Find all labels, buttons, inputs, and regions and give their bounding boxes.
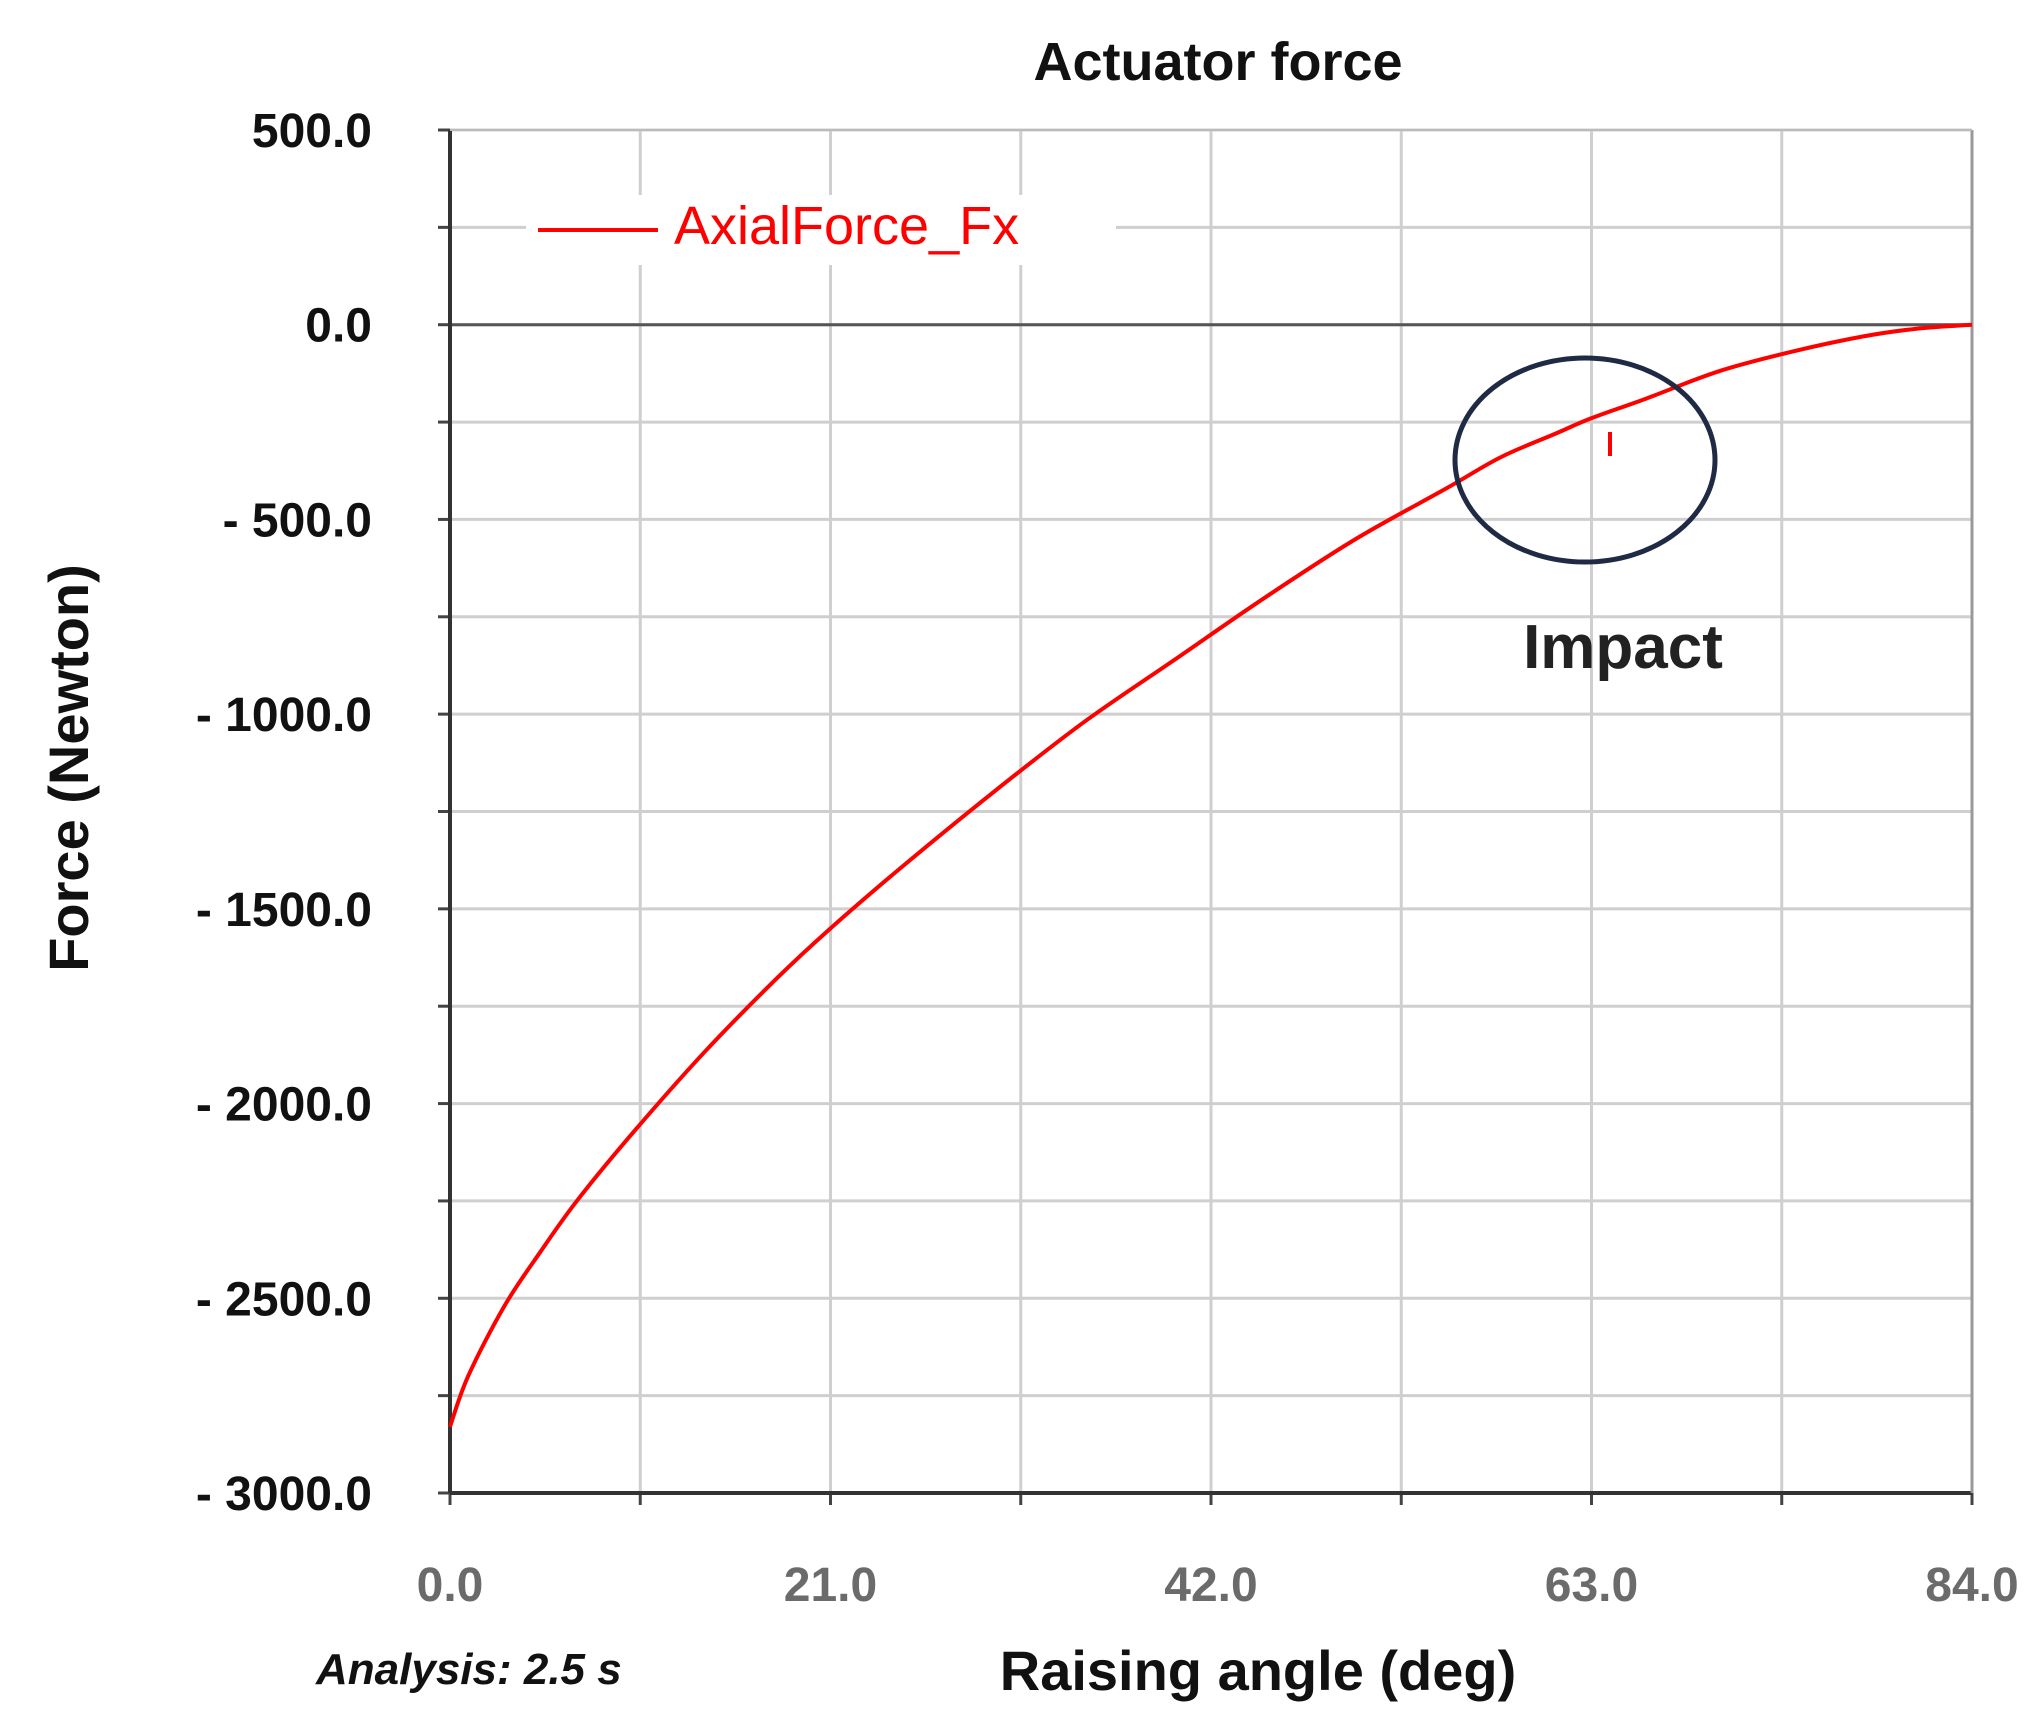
series-line-axialforce-fx bbox=[448, 322, 1973, 1428]
x-tick-label: 0.0 bbox=[417, 1559, 484, 1612]
y-tick-label: 500.0 bbox=[252, 105, 372, 158]
x-tick-label: 21.0 bbox=[784, 1559, 877, 1612]
y-tick-label: 0.0 bbox=[305, 300, 372, 353]
analysis-note: Analysis: 2.5 s bbox=[315, 1645, 622, 1694]
impact-label: Impact bbox=[1523, 613, 1723, 682]
y-tick-label: - 1500.0 bbox=[196, 884, 372, 937]
grid-lines bbox=[448, 128, 1974, 1495]
series-group bbox=[448, 322, 1973, 1428]
legend-label-axialforce: AxialForce_Fx bbox=[674, 196, 1019, 256]
impact-annotation: Impact bbox=[1452, 355, 1723, 682]
y-tick-label: - 2500.0 bbox=[196, 1273, 372, 1326]
x-tick-label: 84.0 bbox=[1925, 1559, 2018, 1612]
y-tick-label: - 2000.0 bbox=[196, 1079, 372, 1132]
legend: AxialForce_Fx bbox=[526, 195, 1116, 265]
x-axis-label: Raising angle (deg) bbox=[1000, 1639, 1517, 1702]
y-tick-labels: 500.0 0.0 - 500.0 - 1000.0 - 1500.0 - 2000.0 -… bbox=[196, 105, 372, 1521]
chart-title: Actuator force bbox=[1033, 32, 1402, 92]
y-tick-label: - 1000.0 bbox=[196, 689, 372, 742]
impact-circle bbox=[1452, 355, 1718, 565]
x-tick-labels: 0.0 21.0 42.0 63.0 84.0 bbox=[417, 1559, 2019, 1612]
y-tick-label: - 500.0 bbox=[223, 494, 372, 547]
y-tick-label: - 3000.0 bbox=[196, 1468, 372, 1521]
x-tick-label: 42.0 bbox=[1164, 1559, 1257, 1612]
x-tick-label: 63.0 bbox=[1545, 1559, 1638, 1612]
y-axis-label: Force (Newton) bbox=[37, 564, 100, 972]
axes bbox=[438, 128, 1974, 1505]
